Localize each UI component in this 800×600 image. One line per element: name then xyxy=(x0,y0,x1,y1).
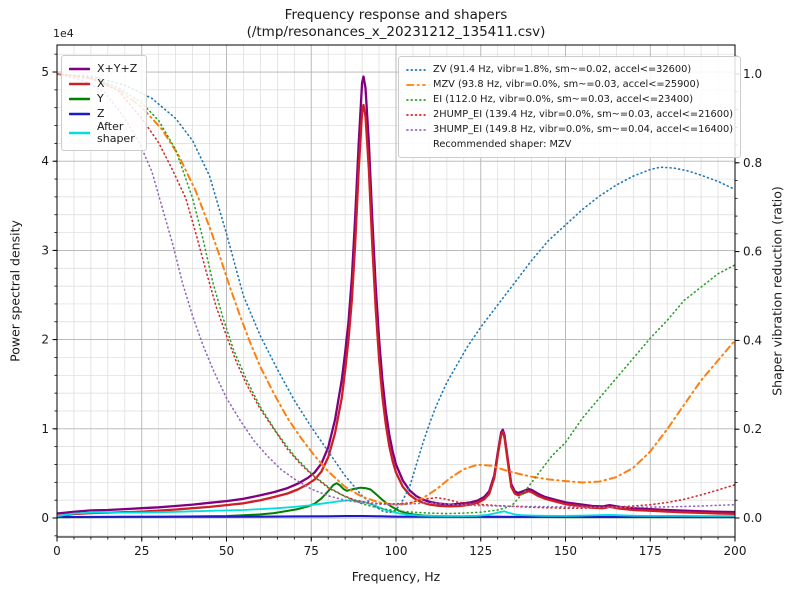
tick-label: 0.2 xyxy=(743,422,762,436)
series-x-y-z xyxy=(57,75,735,515)
tick-label: 1 xyxy=(41,422,49,436)
legend-swatch xyxy=(69,131,90,135)
tick-label: 200 xyxy=(724,544,747,558)
legend-label: EI (112.0 Hz, vibr=0.0%, sm~=0.03, accel… xyxy=(433,94,694,105)
tick-label: 0.4 xyxy=(743,333,762,347)
y-axis-left-label: Power spectral density xyxy=(7,220,23,362)
recommended-shaper-note: Recommended shaper: MZV xyxy=(406,137,733,152)
tick-label: 5 xyxy=(41,65,49,79)
legend-swatch xyxy=(69,112,90,115)
legend-item: After shaper xyxy=(69,121,137,145)
legend-left: X+Y+Z X Y Z After shaper xyxy=(61,55,148,151)
legend-item: 2HUMP_EI (139.4 Hz, vibr=0.0%, sm~=0.03,… xyxy=(406,107,733,122)
y-axis-offset-text: 1e4 xyxy=(53,27,74,40)
tick-label: 0 xyxy=(41,511,49,525)
tick-label: 2 xyxy=(41,333,49,347)
x-axis-label: Frequency, Hz xyxy=(351,569,441,584)
tick-label: 175 xyxy=(639,544,662,558)
legend-item: Z xyxy=(69,106,137,121)
chart-subtitle: (/tmp/resonances_x_20231212_135411.csv) xyxy=(246,24,546,40)
legend-label: ZV (91.4 Hz, vibr=1.8%, sm~=0.02, accel<… xyxy=(433,64,692,75)
chart-title: Frequency response and shapers xyxy=(284,7,508,23)
tick-label: 75 xyxy=(304,544,319,558)
tick-label: 4 xyxy=(41,154,49,168)
legend-swatch xyxy=(406,98,426,101)
legend-item: MZV (93.8 Hz, vibr=0.0%, sm~=0.03, accel… xyxy=(406,77,733,92)
legend-item: EI (112.0 Hz, vibr=0.0%, sm~=0.03, accel… xyxy=(406,92,733,107)
legend-item: Y xyxy=(69,91,137,106)
tick-label: 0.0 xyxy=(743,511,762,525)
series-3hump-ei xyxy=(57,73,735,509)
legend-item: X+Y+Z xyxy=(69,61,137,76)
tick-label: 100 xyxy=(385,544,408,558)
legend-swatch xyxy=(69,97,90,100)
legend-item: X xyxy=(69,76,137,91)
series-group xyxy=(57,73,735,519)
tick-label: 1.0 xyxy=(743,67,762,81)
tick-label: 0.8 xyxy=(743,156,762,170)
tick-label: 125 xyxy=(469,544,492,558)
legend-label: MZV (93.8 Hz, vibr=0.0%, sm~=0.03, accel… xyxy=(433,79,700,90)
legend-swatch xyxy=(406,68,426,71)
series-after-shaper xyxy=(57,499,735,518)
axis-ticks: 0 25 50 75 100 125 150 175 200 0 1 2 3 4 5 0.0 0.2 0.4 0.6… xyxy=(41,53,762,558)
tick-label: 50 xyxy=(219,544,234,558)
legend-label: Z xyxy=(97,106,105,120)
tick-label: 150 xyxy=(554,544,577,558)
legend-swatch xyxy=(406,113,426,116)
series-ei xyxy=(57,73,735,515)
y-axis-right-label: Shaper vibration reduction (ratio) xyxy=(769,186,785,396)
legend-label: 2HUMP_EI (139.4 Hz, vibr=0.0%, sm~=0.03,… xyxy=(433,109,734,120)
series-x xyxy=(57,103,735,518)
legend-label: After shaper xyxy=(97,120,135,145)
tick-label: 3 xyxy=(41,243,49,257)
legend-swatch xyxy=(69,67,90,70)
tick-label: 0 xyxy=(53,544,61,558)
tick-label: 25 xyxy=(134,544,149,558)
legend-swatch xyxy=(69,82,90,85)
series-zv xyxy=(57,73,735,514)
tick-label: 0.6 xyxy=(743,245,762,259)
legend-swatch xyxy=(406,83,426,86)
legend-right: ZV (91.4 Hz, vibr=1.8%, sm~=0.02, accel<… xyxy=(398,56,742,158)
legend-label: 3HUMP_EI (149.8 Hz, vibr=0.0%, sm~=0.04,… xyxy=(433,124,734,135)
legend-label: X+Y+Z xyxy=(97,61,138,75)
series-z xyxy=(57,515,735,519)
legend-label: Recommended shaper: MZV xyxy=(433,139,572,150)
legend-swatch xyxy=(406,128,426,131)
legend-label: Y xyxy=(97,91,104,105)
legend-item: ZV (91.4 Hz, vibr=1.8%, sm~=0.02, accel<… xyxy=(406,62,733,77)
legend-label: X xyxy=(97,76,105,90)
chart-title-block: Frequency response and shapers (/tmp/res… xyxy=(247,7,546,41)
legend-item: 3HUMP_EI (149.8 Hz, vibr=0.0%, sm~=0.04,… xyxy=(406,122,733,137)
